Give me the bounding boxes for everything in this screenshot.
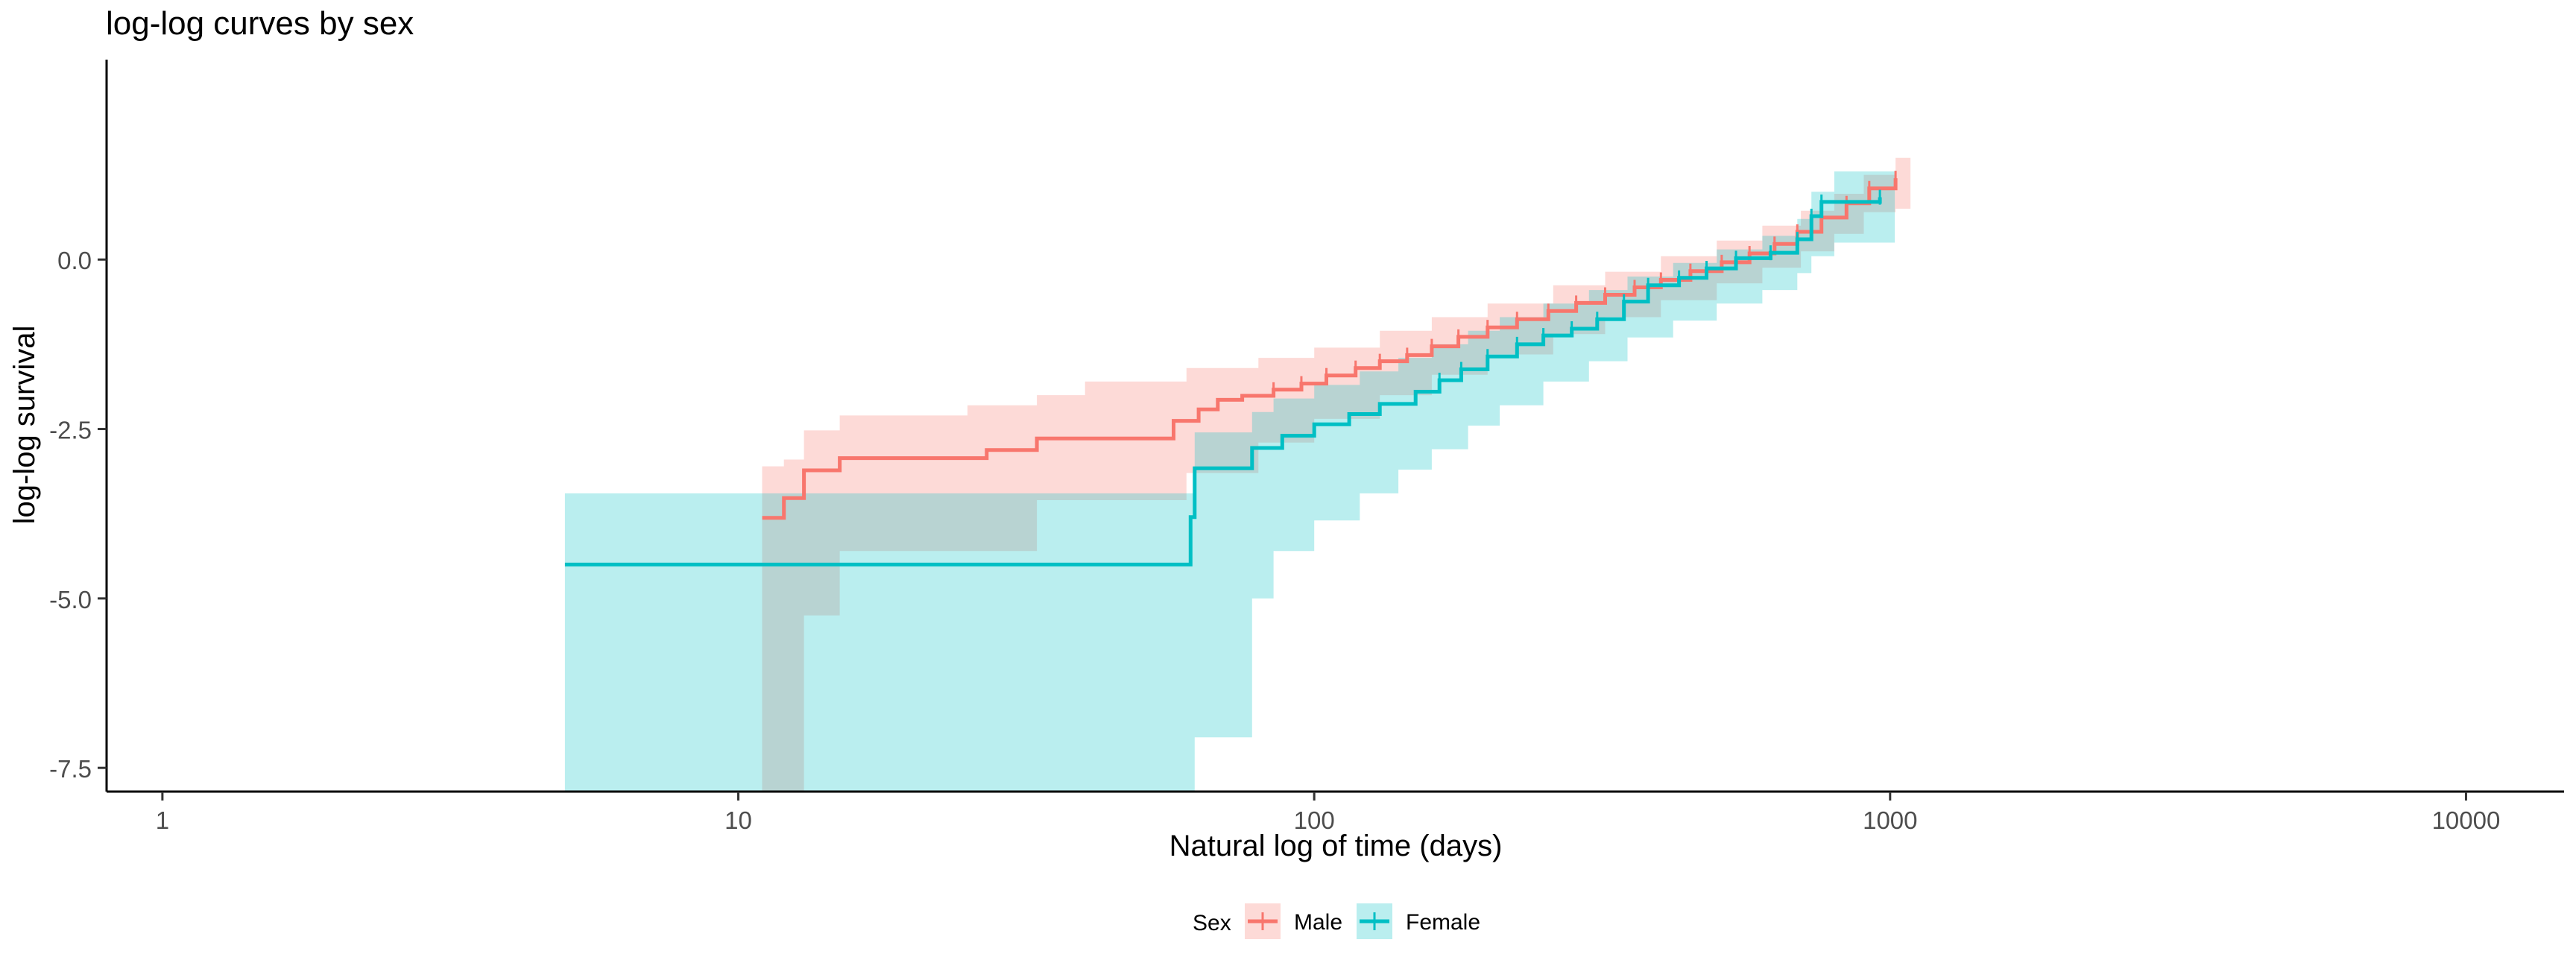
legend-item-female: Female — [1357, 903, 1480, 939]
survival-curves — [564, 171, 1898, 566]
legend-label-female: Female — [1406, 910, 1480, 935]
y-tick-label: -7.5 — [49, 755, 92, 783]
y-axis-label: log-log survival — [8, 326, 41, 525]
x-tick-label: 1 — [156, 806, 169, 834]
legend-item-male: Male — [1245, 903, 1342, 939]
x-tick-label: 10 — [724, 806, 752, 834]
plot-area — [564, 157, 1911, 792]
axes: 0.0 -2.5 -5.0 -7.5 1 10 100 1000 10000 — [49, 60, 2564, 834]
x-axis-label: Natural log of time (days) — [1169, 830, 1503, 862]
y-tick-label: -2.5 — [49, 417, 92, 444]
y-tick-label: -5.0 — [49, 586, 92, 613]
confidence-bands — [564, 157, 1911, 792]
x-tick-label: 100 — [1294, 806, 1335, 834]
x-axis-ticks: 1 10 100 1000 10000 — [156, 792, 2501, 834]
legend-label-male: Male — [1294, 910, 1342, 935]
x-tick-label: 1000 — [1863, 806, 1917, 834]
legend: Sex Male Female — [1193, 903, 1480, 939]
y-tick-label: 0.0 — [57, 247, 92, 274]
female-censor-marks — [1438, 189, 1881, 388]
female-confidence-band — [564, 171, 1895, 792]
legend-title: Sex — [1193, 911, 1231, 935]
y-axis-ticks: 0.0 -2.5 -5.0 -7.5 — [49, 247, 107, 783]
chart-title: log-log curves by sex — [106, 5, 414, 42]
x-tick-label: 10000 — [2432, 806, 2501, 834]
